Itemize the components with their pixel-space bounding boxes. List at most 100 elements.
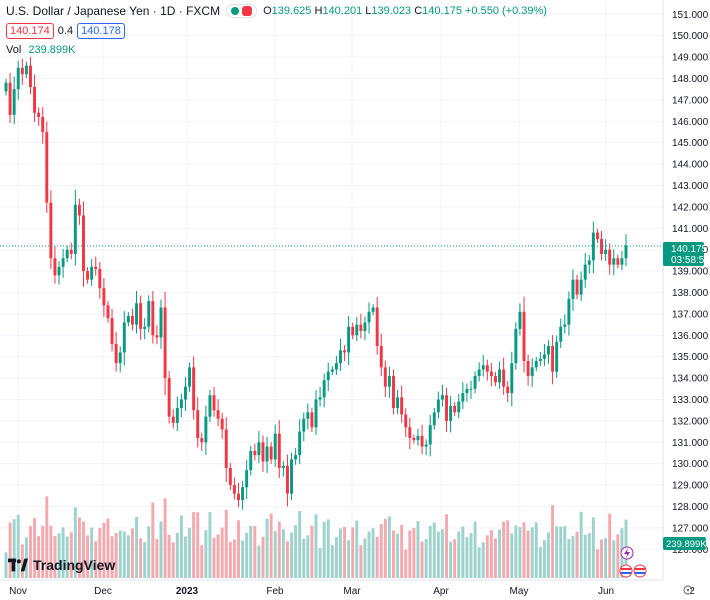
candle-body xyxy=(122,322,126,353)
candle-body xyxy=(277,433,281,468)
x-tick-label: Apr xyxy=(433,586,449,597)
tradingview-logo-icon xyxy=(8,558,28,572)
volume-bar xyxy=(571,535,575,578)
volume-bar xyxy=(106,518,110,578)
candle-body xyxy=(155,335,159,338)
volume-bar xyxy=(494,538,497,578)
volume-bar xyxy=(110,536,114,578)
y-tick-label: 132.000 xyxy=(672,416,709,427)
settings-icon[interactable] xyxy=(683,585,693,595)
tradingview-logo[interactable]: TradingView xyxy=(8,557,115,573)
candle-body xyxy=(542,354,546,359)
y-tick-label: 147.000 xyxy=(672,95,709,106)
volume-bar xyxy=(612,540,616,578)
candle-body xyxy=(595,232,599,239)
volume-bar xyxy=(339,528,342,578)
volume-bar xyxy=(428,525,432,578)
candle-body xyxy=(383,367,387,387)
y-tick-label: 133.000 xyxy=(672,395,709,406)
x-tick-label: Nov xyxy=(9,586,27,597)
event-icons[interactable] xyxy=(619,546,647,578)
volume-bar xyxy=(343,527,347,578)
candle-body xyxy=(620,258,624,265)
volume-bar xyxy=(567,539,571,578)
volume-bar xyxy=(498,529,502,578)
candle-body xyxy=(139,303,143,329)
volume-bar xyxy=(175,532,179,578)
volume-bar xyxy=(367,531,371,578)
volume-bar xyxy=(204,530,208,578)
volume-bar xyxy=(485,535,489,578)
candle-body xyxy=(567,298,571,325)
candle-body xyxy=(445,395,448,421)
volume-bar xyxy=(608,513,612,578)
sell-button[interactable]: 140.174 xyxy=(6,23,54,39)
candle-body xyxy=(457,401,461,413)
volume-bar xyxy=(522,522,526,578)
volume-bar xyxy=(69,532,73,578)
candle-body xyxy=(575,279,579,295)
candle-body xyxy=(41,117,45,132)
candle-body xyxy=(392,375,395,409)
candle-body xyxy=(494,375,497,383)
volume-bars xyxy=(4,496,628,578)
volume-bar xyxy=(277,521,281,578)
volume-bar xyxy=(159,521,163,578)
volume-bar xyxy=(290,532,293,578)
volume-bar xyxy=(135,517,138,578)
volume-bar xyxy=(310,525,314,578)
volume-bar xyxy=(114,532,118,578)
last-price-value: 140.175 xyxy=(671,244,708,255)
volume-bar xyxy=(139,538,143,578)
volume-bar xyxy=(281,529,285,578)
volume-bar xyxy=(147,526,151,578)
volume-bar xyxy=(24,537,28,578)
symbol-title[interactable]: U.S. Dollar / Japanese Yen · 1D · FXCM xyxy=(6,4,221,18)
volume-bar xyxy=(432,522,436,578)
candle-body xyxy=(94,266,98,269)
candle-body xyxy=(420,435,424,447)
volume-bar xyxy=(220,527,224,578)
market-status[interactable] xyxy=(226,4,258,18)
candle-body xyxy=(526,360,530,376)
volume-label: 239.899K xyxy=(663,537,707,550)
buy-button[interactable]: 140.178 xyxy=(77,23,125,39)
volume-bar xyxy=(122,531,126,578)
candle-body xyxy=(314,399,318,428)
volume-bar xyxy=(57,533,61,578)
candle-body xyxy=(126,316,130,323)
price-axis-bg xyxy=(663,0,710,580)
volume-bar xyxy=(49,525,53,578)
candle-body xyxy=(53,258,57,276)
candle-body xyxy=(249,450,253,471)
candle-body xyxy=(188,367,192,387)
market-open-icon xyxy=(231,7,240,15)
time-axis-bg xyxy=(0,580,710,600)
candle-body xyxy=(273,433,277,460)
volume-bar xyxy=(359,545,363,578)
volume-bar xyxy=(179,515,183,578)
y-tick-label: 144.000 xyxy=(672,160,709,171)
volume-bar xyxy=(249,525,253,578)
ohlc-values: O139.625 H140.201 L139.023 C140.175 +0.5… xyxy=(263,5,547,17)
volume-bar xyxy=(334,537,338,578)
volume-bar xyxy=(224,509,228,578)
candle-body xyxy=(220,418,224,430)
volume-bar xyxy=(151,502,155,578)
volume-bar xyxy=(45,496,49,578)
candle-body xyxy=(196,410,200,439)
x-tick-label: Jun xyxy=(598,586,614,597)
candle-body xyxy=(343,350,347,353)
volume-bar xyxy=(118,530,122,578)
candle-body xyxy=(624,245,628,259)
volume-bar xyxy=(200,545,204,578)
candle-body xyxy=(318,397,322,400)
candlesticks xyxy=(4,56,628,510)
candle-body xyxy=(485,365,489,372)
candle-body xyxy=(245,470,249,488)
candle-body xyxy=(563,324,567,327)
x-tick-label: Mar xyxy=(343,586,361,597)
candle-body xyxy=(473,375,477,389)
candle-body xyxy=(208,395,212,417)
